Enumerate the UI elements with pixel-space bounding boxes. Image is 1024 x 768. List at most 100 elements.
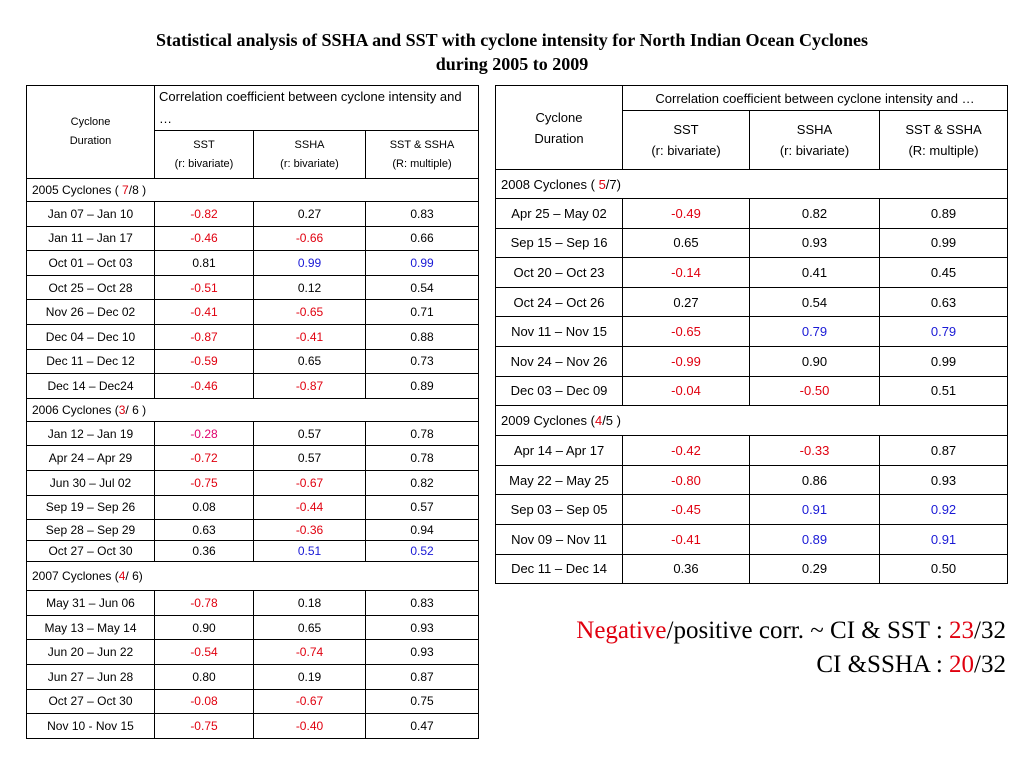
cyclone-duration-cell: May 13 – May 14 — [26, 614, 155, 641]
multiple-correlation-cell: 0.99 — [878, 227, 1009, 259]
cyclone-duration-cell: Oct 01 – Oct 03 — [26, 250, 155, 276]
sst-correlation-cell: -0.46 — [154, 225, 254, 252]
ssha-header: SSHA (r: bivariate) — [749, 110, 880, 170]
ssha-correlation-cell: 0.41 — [749, 257, 880, 288]
sst-correlation-cell: -0.42 — [622, 435, 750, 466]
sst-correlation-cell: 0.27 — [622, 286, 750, 318]
header-row: Cyclone Duration Correlation coefficient b… — [495, 85, 1009, 170]
multiple-correlation-cell: 0.78 — [364, 445, 480, 471]
ssha-correlation-cell: -0.87 — [253, 373, 366, 399]
sst-correlation-cell: -0.41 — [622, 523, 750, 555]
ssha-correlation-cell: -0.41 — [253, 323, 366, 350]
year-group-negative-count: 4 — [118, 569, 126, 584]
table-row: May 31 – Jun 06 -0.78 0.18 0.83 — [26, 590, 480, 616]
ssha-header: SSHA (r: bivariate) — [253, 130, 366, 179]
multiple-correlation-cell: 0.99 — [878, 345, 1009, 377]
sst-ssha-header-method: (R: multiple) — [908, 143, 979, 158]
multiple-correlation-cell: 0.63 — [878, 286, 1009, 318]
cyclone-duration-cell: Sep 28 – Sep 29 — [26, 519, 155, 542]
summary-note-line-1: Negative/positive corr. ~ CI & SST : 23/… — [576, 616, 1006, 646]
sst-summary-label: /positive corr. ~ CI & SST : — [666, 617, 950, 644]
table-row: Sep 19 – Sep 26 0.08 -0.44 0.57 — [26, 494, 480, 521]
table-row: Jan 12 – Jan 19 -0.28 0.57 0.78 — [26, 420, 480, 447]
correlation-header: Correlation coefficient between cyclone … — [621, 85, 1009, 111]
sst-header-method: (r: bivariate) — [651, 143, 721, 158]
ssha-correlation-cell: -0.66 — [253, 225, 366, 252]
multiple-correlation-cell: 0.57 — [364, 494, 480, 521]
sst-correlation-cell: -0.72 — [154, 445, 254, 471]
sst-correlation-cell: 0.36 — [622, 553, 750, 585]
cyclone-duration-cell: Nov 09 – Nov 11 — [495, 523, 623, 555]
cyclone-duration-cell: Jan 07 – Jan 10 — [26, 201, 155, 227]
ssha-header-method: (r: bivariate) — [280, 157, 339, 170]
year-group-total: /5 ) — [602, 413, 621, 429]
year-group-negative-count: 7 — [122, 183, 129, 197]
ssha-header-name: SSHA — [796, 122, 833, 137]
sst-correlation-cell: -0.45 — [622, 494, 750, 525]
multiple-correlation-cell: 0.79 — [878, 316, 1009, 347]
sst-correlation-cell: 0.65 — [622, 227, 750, 259]
sst-correlation-cell: 0.81 — [154, 250, 254, 276]
table-row: Apr 14 – Apr 17 -0.42 -0.33 0.87 — [495, 435, 1009, 466]
cyclone-duration-cell: Jan 12 – Jan 19 — [26, 420, 155, 447]
cyclone-duration-cell: Sep 03 – Sep 05 — [495, 494, 623, 525]
cyclone-duration-cell: Jan 11 – Jan 17 — [26, 225, 155, 252]
sst-header-name: SST — [193, 138, 215, 151]
multiple-correlation-cell: 0.93 — [364, 614, 480, 641]
multiple-correlation-cell: 0.89 — [364, 373, 480, 399]
year-group-row: 2006 Cyclones (3/ 6 ) — [25, 397, 480, 422]
sst-correlation-cell: -0.08 — [154, 688, 254, 715]
ssha-correlation-cell: 0.29 — [749, 553, 880, 585]
table-row: Jun 30 – Jul 02 -0.75 -0.67 0.82 — [26, 469, 480, 496]
year-group-negative-count: 5 — [598, 176, 606, 192]
multiple-correlation-cell: 0.52 — [364, 540, 480, 563]
multiple-correlation-cell: 0.82 — [364, 469, 480, 496]
sst-correlation-cell: 0.80 — [154, 663, 254, 690]
table-row: Oct 27 – Oct 30 0.36 0.51 0.52 — [26, 540, 480, 563]
multiple-correlation-cell: 0.50 — [878, 553, 1009, 585]
ssha-correlation-cell: 0.12 — [253, 274, 366, 301]
sst-correlation-cell: -0.14 — [622, 257, 750, 288]
sst-correlation-cell: -0.59 — [154, 348, 254, 375]
multiple-correlation-cell: 0.71 — [364, 299, 480, 325]
cyclone-duration-cell: Sep 19 – Sep 26 — [26, 494, 155, 521]
ssha-correlation-cell: -0.67 — [253, 688, 366, 715]
table-row: Apr 25 – May 02 -0.49 0.82 0.89 — [495, 198, 1009, 229]
table-row: Sep 28 – Sep 29 0.63 -0.36 0.94 — [26, 519, 480, 542]
multiple-correlation-cell: 0.73 — [364, 348, 480, 375]
multiple-correlation-cell: 0.78 — [364, 420, 480, 447]
ssha-correlation-cell: 0.57 — [253, 420, 366, 447]
cyclone-duration-cell: Dec 04 – Dec 10 — [26, 323, 155, 350]
right-data-table: Cyclone Duration Correlation coefficient b… — [494, 85, 1009, 585]
year-group-row: 2005 Cyclones ( 7/8 ) — [25, 178, 480, 202]
year-group-row: 2009 Cyclones (4/5 ) — [494, 405, 1009, 437]
table-row: Dec 14 – Dec24 -0.46 -0.87 0.89 — [26, 373, 480, 399]
cyclone-duration-cell: Jun 27 – Jun 28 — [26, 663, 155, 690]
ssha-total-count: /32 — [974, 651, 1006, 678]
table-row: Dec 11 – Dec 14 0.36 0.29 0.50 — [495, 553, 1009, 585]
table-row: Dec 11 – Dec 12 -0.59 0.65 0.73 — [26, 348, 480, 375]
year-group-label: 2006 Cyclones (3/ 6 ) — [25, 397, 480, 422]
sst-header: SST (r: bivariate) — [154, 130, 254, 179]
correlation-header: Correlation coefficient between cyclone … — [153, 85, 480, 131]
multiple-correlation-cell: 0.88 — [364, 323, 480, 350]
multiple-correlation-cell: 0.92 — [878, 494, 1009, 525]
sst-header-method: (r: bivariate) — [174, 157, 234, 170]
ssha-correlation-cell: 0.51 — [253, 540, 366, 563]
year-group-total: /7) — [605, 176, 621, 192]
cyclone-duration-cell: Dec 11 – Dec 12 — [26, 348, 155, 375]
ssha-correlation-cell: -0.65 — [253, 299, 366, 325]
year-group-prefix: 2008 Cyclones ( — [501, 176, 599, 192]
sst-header: SST (r: bivariate) — [622, 110, 750, 170]
sst-correlation-cell: -0.99 — [622, 345, 750, 377]
cyclone-duration-header: Cyclone Duration — [495, 85, 623, 170]
table-row: Oct 20 – Oct 23 -0.14 0.41 0.45 — [495, 257, 1009, 288]
ssha-correlation-cell: -0.50 — [749, 375, 880, 407]
cyclone-duration-cell: Dec 14 – Dec24 — [26, 373, 155, 399]
table-row: Dec 03 – Dec 09 -0.04 -0.50 0.51 — [495, 375, 1009, 407]
ssha-correlation-cell: 0.27 — [253, 201, 366, 227]
title-line-1: Statistical analysis of SSHA and SST wit… — [156, 30, 868, 50]
table-row: Oct 24 – Oct 26 0.27 0.54 0.63 — [495, 286, 1009, 318]
left-data-table: Cyclone Duration Correlation coefficient b… — [25, 85, 480, 739]
ssha-correlation-cell: 0.54 — [749, 286, 880, 318]
